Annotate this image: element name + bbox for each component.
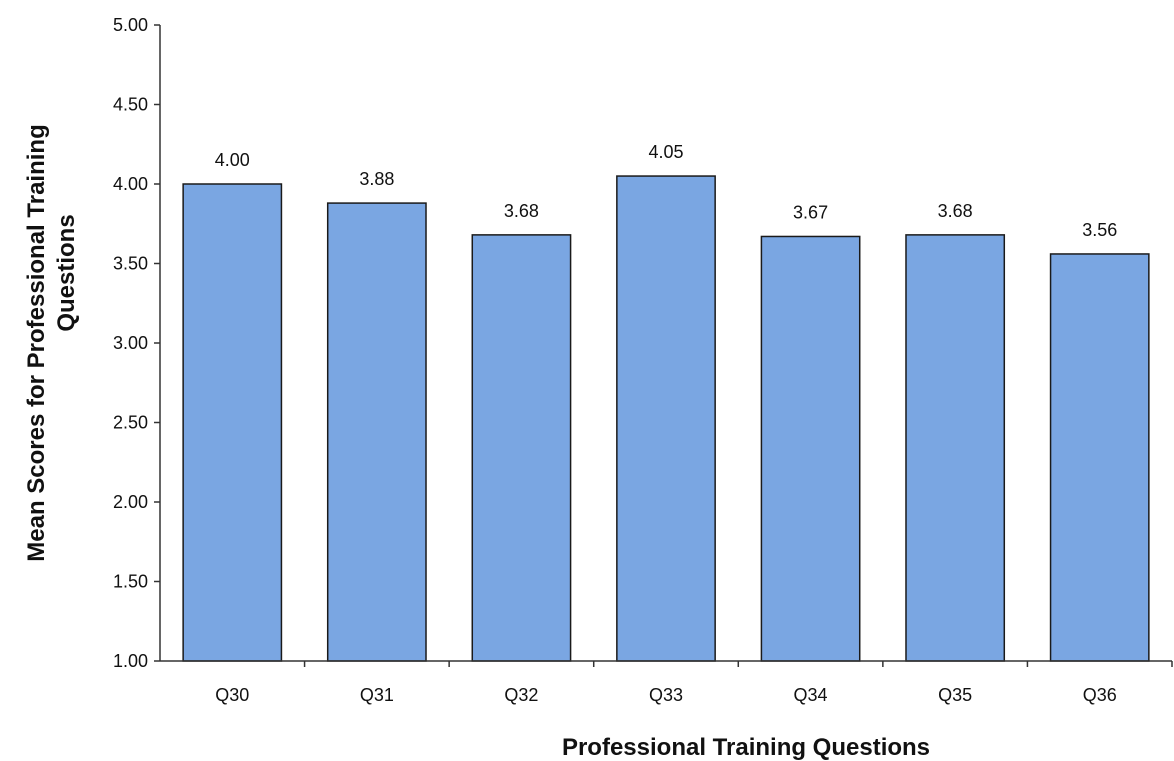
y-tick-label: 5.00 — [113, 15, 148, 35]
y-axis-title-line-1: Mean Scores for Professional Training — [23, 124, 50, 561]
y-tick-label: 4.50 — [113, 95, 148, 115]
x-axis-title: Professional Training Questions — [562, 734, 930, 761]
data-label-q36: 3.56 — [1082, 220, 1117, 240]
x-axis-ticks: Q30 Q31 Q32 Q33 Q34 Q35 Q36 — [215, 661, 1173, 705]
bar-q31 — [326, 202, 427, 662]
x-tick-label-q32: Q32 — [504, 685, 538, 705]
y-tick-label: 1.50 — [113, 572, 148, 592]
x-tick-label-q34: Q34 — [794, 685, 828, 705]
x-tick-label-q30: Q30 — [215, 685, 249, 705]
y-tick-label: 4.00 — [113, 174, 148, 194]
y-tick-label: 2.00 — [113, 492, 148, 512]
y-tick-label: 2.50 — [113, 413, 148, 433]
y-tick-label: 3.00 — [113, 333, 148, 353]
bar-q30 — [182, 183, 283, 662]
x-tick-label-q35: Q35 — [938, 685, 972, 705]
x-tick-label-q33: Q33 — [649, 685, 683, 705]
data-label-q32: 3.68 — [504, 201, 539, 221]
y-axis-title-line-2: Questions — [53, 214, 80, 331]
bar-q34 — [760, 235, 861, 662]
data-label-q30: 4.00 — [215, 150, 250, 170]
data-label-q35: 3.68 — [938, 201, 973, 221]
y-axis-ticks: 1.00 1.50 2.00 2.50 3.00 3.50 4.00 4.50 5.00 — [113, 15, 160, 671]
data-label-q34: 3.67 — [793, 202, 828, 222]
y-tick-label: 1.00 — [113, 651, 148, 671]
bar-q32 — [471, 234, 572, 662]
bar-q36 — [1049, 253, 1150, 662]
x-tick-label-q31: Q31 — [360, 685, 394, 705]
data-label-q33: 4.05 — [648, 142, 683, 162]
data-label-q31: 3.88 — [359, 169, 394, 189]
bar-q33 — [616, 175, 716, 662]
bar-q35 — [905, 234, 1006, 662]
y-tick-label: 3.50 — [113, 254, 148, 274]
bars: 4.00 3.88 3.68 4.05 3.67 3.68 3.56 — [182, 142, 1150, 662]
x-tick-label-q36: Q36 — [1083, 685, 1117, 705]
